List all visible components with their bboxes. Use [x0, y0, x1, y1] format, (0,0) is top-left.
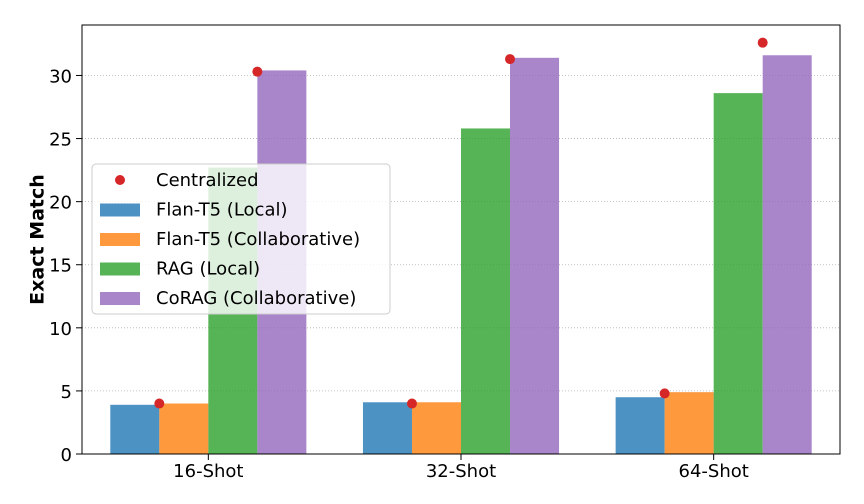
- legend-swatch-corag-collaborative: [100, 292, 140, 305]
- bar-corag-collaborative-64-shot: [762, 55, 812, 455]
- centralized-marker: [252, 66, 263, 77]
- legend-swatch-centralized: [115, 175, 125, 185]
- legend-label-rag-local: RAG (Local): [156, 259, 260, 280]
- legend-swatch-flan-t5-local: [100, 203, 140, 217]
- y-tick-label: 10: [49, 319, 72, 340]
- legend-swatch-flan-t5-collaborative: [100, 233, 140, 246]
- centralized-marker: [659, 388, 670, 399]
- y-axis-title: Exact Match: [27, 174, 49, 305]
- x-tick-label-16-shot: 16-Shot: [173, 461, 243, 482]
- legend-box: [91, 163, 391, 315]
- y-tick-label: 0: [61, 445, 72, 466]
- bar-flan-t5-collaborative-32-shot: [411, 402, 461, 454]
- bar-flan-t5-collaborative-64-shot: [664, 392, 714, 454]
- centralized-markers: [154, 37, 768, 409]
- legend-label-flan-t5-collaborative: Flan-T5 (Collaborative): [156, 229, 360, 250]
- y-tick-label: 25: [49, 130, 72, 151]
- bar-flan-t5-collaborative-16-shot: [159, 403, 209, 454]
- centralized-marker: [154, 398, 165, 409]
- legend: Centralized Flan-T5 (Local) Flan-T5 (Colla…: [91, 163, 391, 315]
- legend-label-flan-t5-local: Flan-T5 (Local): [156, 200, 288, 221]
- centralized-marker: [505, 54, 516, 65]
- bar-rag-local-32-shot: [461, 128, 511, 454]
- y-tick-label: 5: [61, 382, 72, 403]
- centralized-marker: [757, 37, 768, 48]
- bar-flan-t5-local-64-shot: [615, 397, 665, 454]
- y-axis-ticks: 0 5 10 15 20 25 30: [49, 66, 82, 466]
- legend-swatch-rag-local: [100, 262, 140, 276]
- x-tick-label-64-shot: 64-Shot: [679, 461, 749, 482]
- bar-flan-t5-local-16-shot: [110, 404, 160, 454]
- legend-label-centralized: Centralized: [156, 170, 259, 191]
- centralized-marker: [406, 398, 417, 409]
- legend-label-corag-collaborative: CoRAG (Collaborative): [156, 288, 356, 309]
- x-tick-label-32-shot: 32-Shot: [426, 461, 496, 482]
- y-tick-label: 30: [49, 66, 72, 87]
- y-tick-label: 15: [49, 256, 72, 277]
- bar-flan-t5-local-32-shot: [362, 402, 412, 454]
- bar-corag-collaborative-32-shot: [510, 57, 560, 455]
- bar-rag-local-64-shot: [713, 93, 763, 455]
- x-axis-ticks: 16-Shot 32-Shot 64-Shot: [173, 454, 749, 482]
- y-tick-label: 20: [49, 193, 72, 214]
